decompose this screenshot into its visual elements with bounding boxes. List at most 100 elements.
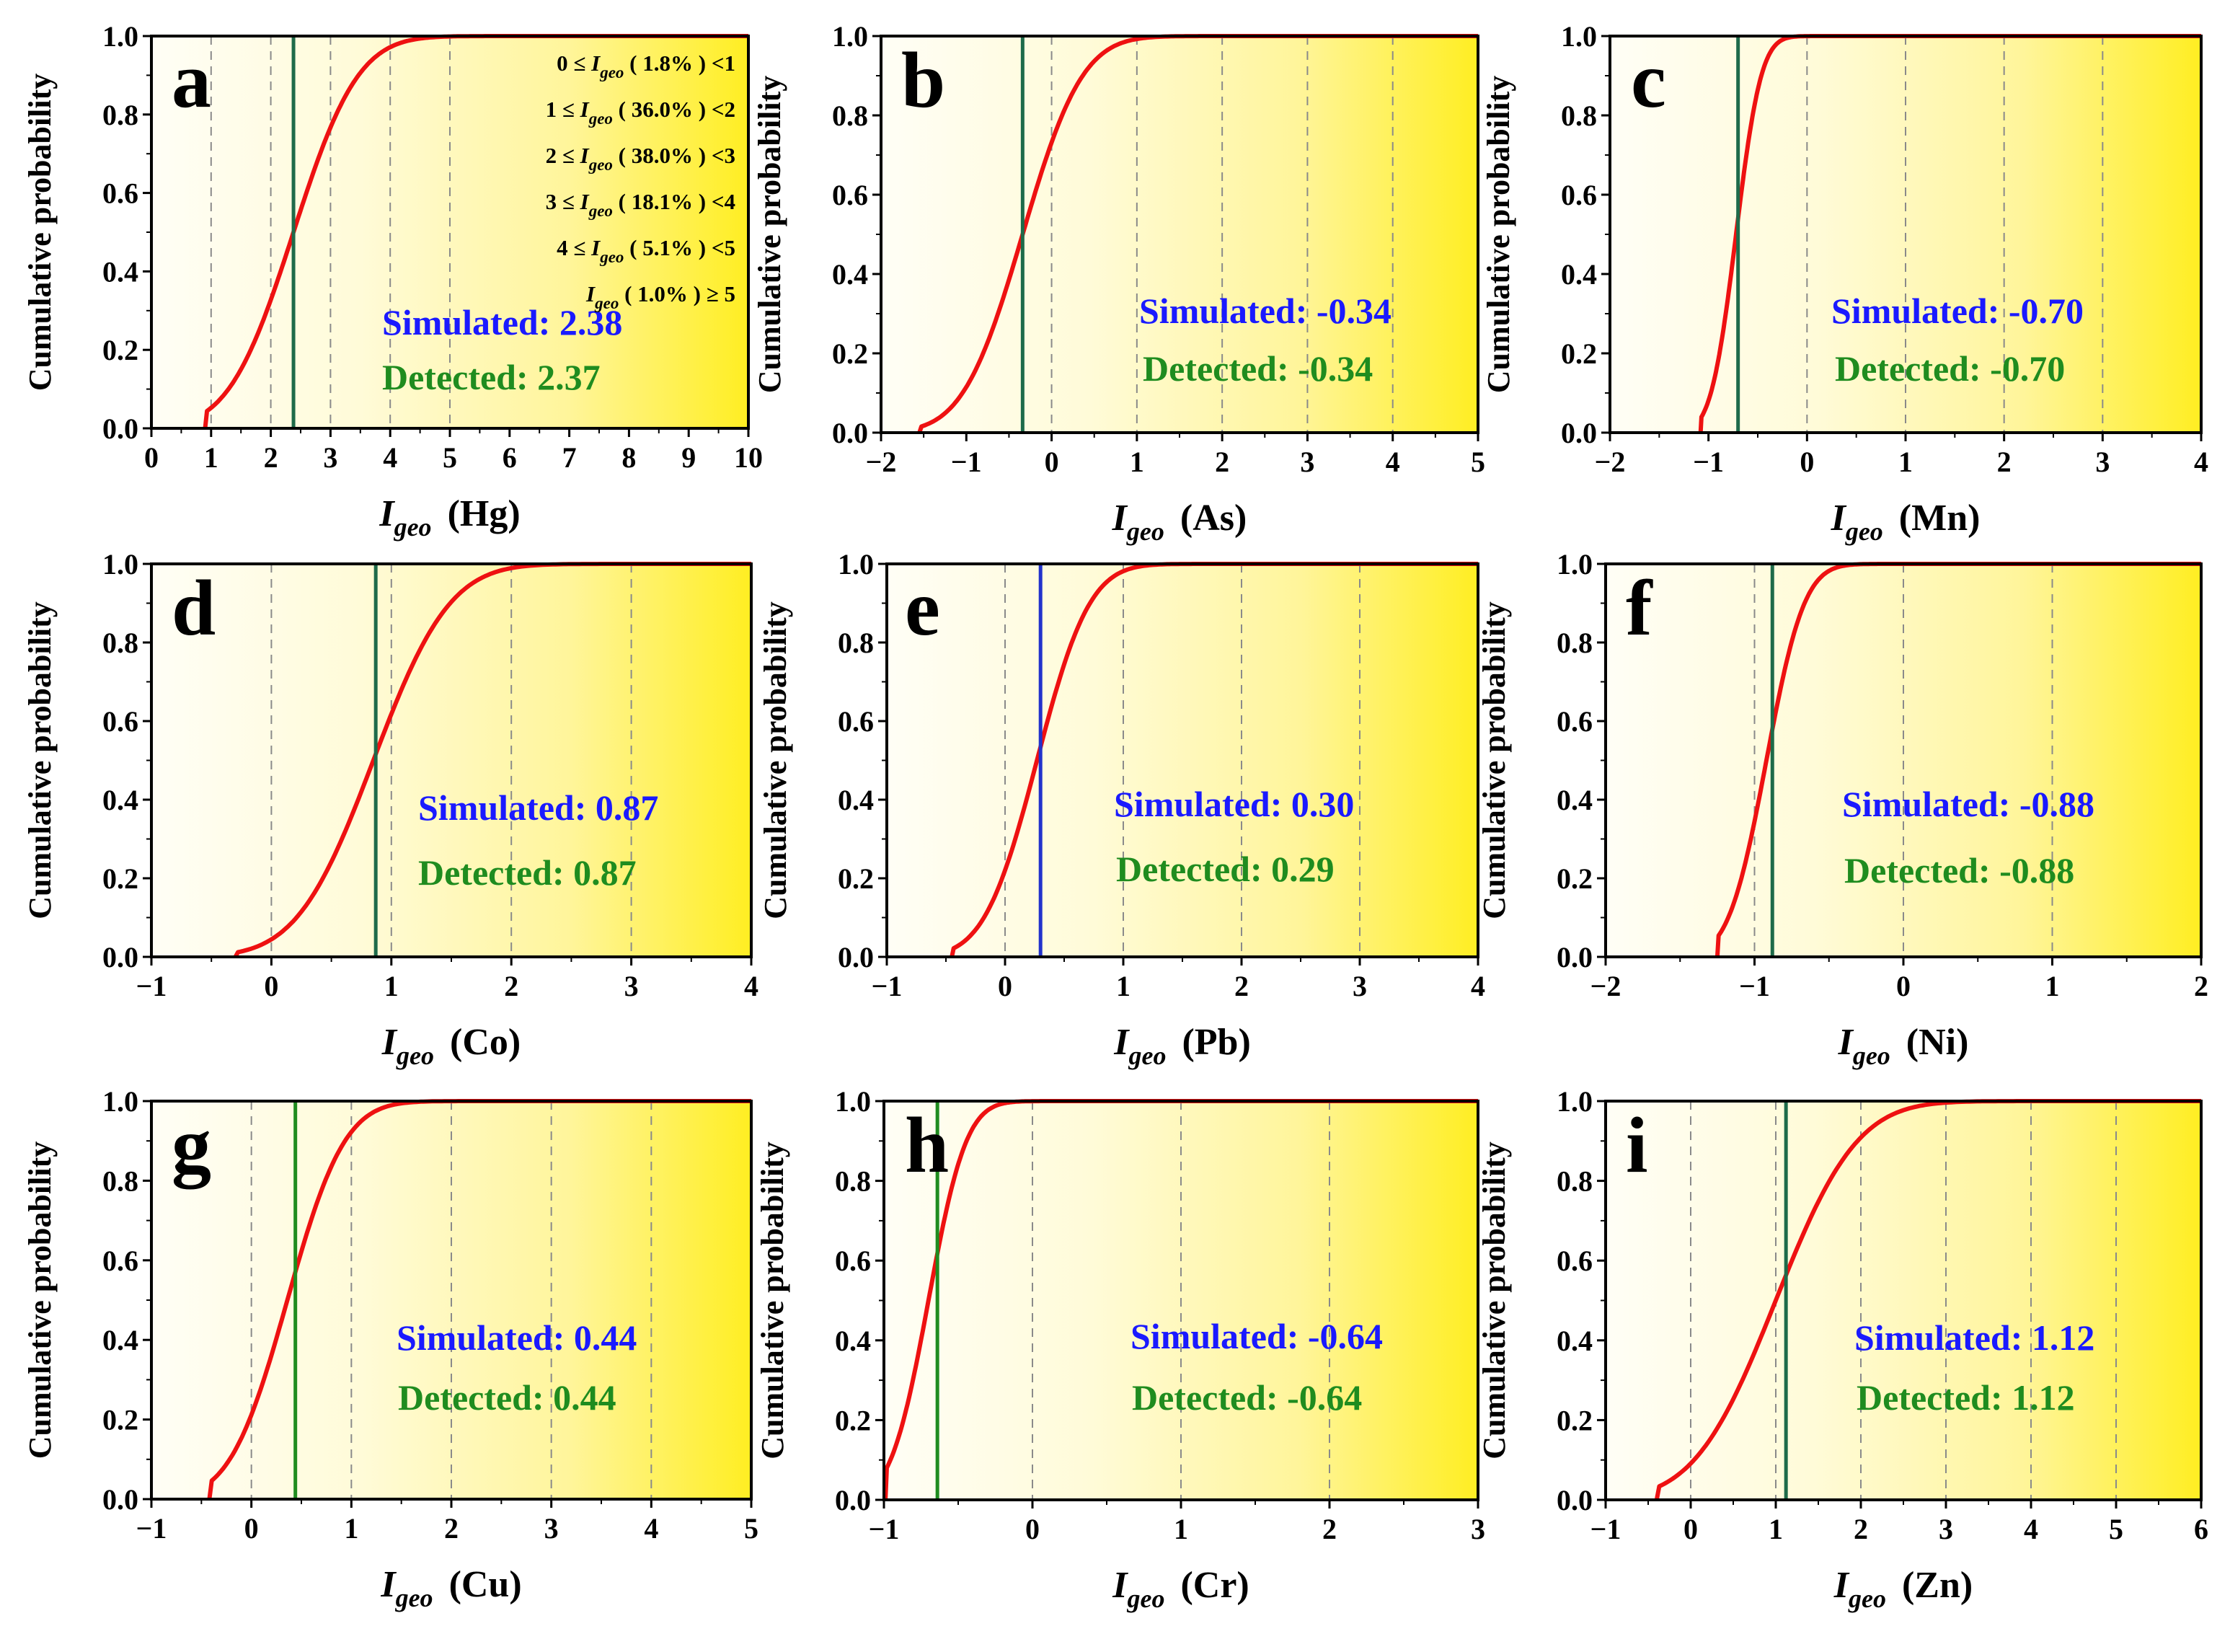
distribution-percent: ( 18.1% ) — [613, 189, 712, 214]
x-tick-label: 2 — [1234, 970, 1249, 1002]
x-tick-label: 0 — [144, 441, 159, 474]
distribution-upper-bound: <2 — [712, 97, 735, 122]
x-tick-label: −1 — [872, 970, 903, 1002]
panel-letter: b — [901, 36, 945, 124]
simulated-annotation: Simulated: 0.44 — [397, 1317, 637, 1358]
distribution-lower-bound: 1 ≤ — [546, 97, 580, 122]
y-tick-label: 0.6 — [102, 705, 138, 738]
y-tick-label: 0.4 — [102, 255, 138, 288]
x-tick-label: 1 — [1769, 1513, 1783, 1545]
y-tick-label: 0.8 — [838, 627, 874, 659]
y-axis-title: Cumulative probability — [752, 76, 787, 393]
panel-b: −2 −1 0 1 2 3 4 5 0.0 0.2 0.4 0.6 0.8 1.0 Cumulative p… — [752, 20, 1485, 546]
y-tick-label: 0.8 — [1557, 627, 1593, 659]
simulated-annotation: Simulated: -0.88 — [1842, 784, 2094, 824]
panel-letter: e — [905, 564, 940, 652]
x-axis-title: Igeo (Co) — [381, 1022, 521, 1070]
x-tick-label: 2 — [504, 970, 518, 1002]
distribution-percent: ( 36.0% ) — [613, 97, 712, 122]
detected-annotation: Detected: 0.87 — [418, 852, 637, 893]
y-tick-label: 0.2 — [1557, 1404, 1593, 1436]
distribution-subscript: geo — [588, 156, 613, 174]
x-tick-label: 0 — [1800, 446, 1814, 478]
x-tick-label: 0 — [244, 1512, 259, 1545]
x-tick-label: 6 — [2194, 1513, 2208, 1545]
panel-letter: c — [1631, 36, 1666, 124]
distribution-symbol: I — [590, 50, 601, 76]
x-tick-label: 3 — [624, 970, 639, 1002]
distribution-upper-bound: ≥ 5 — [707, 281, 735, 306]
x-tick-label: 0 — [998, 970, 1012, 1002]
x-axis-title-subscript: geo — [1127, 1584, 1165, 1613]
x-tick-label: 2 — [1215, 446, 1229, 478]
y-axis-title: Cumulative probability — [1477, 1141, 1512, 1459]
x-tick-label: 3 — [323, 441, 337, 474]
distribution-upper-bound: <3 — [712, 143, 735, 168]
plot-background — [887, 564, 1478, 957]
y-tick-label: 1.0 — [832, 20, 868, 53]
panel-letter: a — [172, 36, 211, 124]
x-axis-title-symbol: I — [1113, 1022, 1130, 1063]
simulated-annotation: Simulated: 2.38 — [382, 302, 622, 343]
x-tick-label: −1 — [951, 446, 982, 478]
distribution-symbol: I — [580, 97, 590, 122]
y-tick-label: 0.8 — [832, 100, 868, 132]
x-axis-title-subscript: geo — [1852, 1041, 1890, 1070]
x-tick-label: 3 — [544, 1512, 559, 1545]
y-axis-title: Cumulative probability — [22, 1141, 58, 1459]
distribution-lower-bound: 4 ≤ — [557, 235, 591, 260]
simulated-annotation: Simulated: 0.30 — [1114, 784, 1354, 824]
y-axis-title: Cumulative probability — [1477, 601, 1512, 919]
y-axis-title: Cumulative probability — [758, 601, 793, 919]
x-axis-title-symbol: I — [1838, 1022, 1854, 1063]
y-tick-label: 0.0 — [102, 941, 138, 973]
x-tick-label: −2 — [1590, 970, 1621, 1002]
distribution-lower-bound: 3 ≤ — [546, 189, 580, 214]
x-tick-label: 8 — [621, 441, 636, 474]
y-tick-label: 0.2 — [102, 1404, 138, 1436]
x-tick-label: 0 — [1045, 446, 1059, 478]
x-tick-label: 1 — [384, 970, 399, 1002]
x-tick-label: 6 — [503, 441, 517, 474]
x-tick-label: 0 — [264, 970, 278, 1002]
y-tick-label: 0.8 — [835, 1165, 871, 1198]
detected-annotation: Detected: -0.64 — [1132, 1377, 1362, 1418]
detected-annotation: Detected: -0.34 — [1143, 348, 1373, 389]
distribution-symbol: I — [580, 143, 590, 168]
y-tick-label: 0.8 — [1561, 100, 1597, 132]
distribution-percent: ( 38.0% ) — [613, 143, 712, 168]
x-axis-title: Igeo (Cu) — [380, 1564, 521, 1612]
simulated-annotation: Simulated: 1.12 — [1854, 1317, 2094, 1358]
x-tick-label: −2 — [1595, 446, 1626, 478]
y-tick-label: 0.8 — [102, 1165, 138, 1197]
distribution-percent: ( 1.0% ) — [619, 281, 706, 306]
x-axis-title-element: (Hg) — [448, 493, 521, 534]
panel-e: −1 0 1 2 3 4 0.0 0.2 0.4 0.6 0.8 1.0 Cumulative prob… — [758, 548, 1485, 1070]
panel-letter: i — [1626, 1101, 1648, 1189]
x-tick-label: 4 — [744, 970, 758, 1002]
detected-annotation: Detected: -0.70 — [1835, 348, 2065, 389]
x-tick-label: 2 — [264, 441, 278, 474]
y-axis-title: Cumulative probability — [22, 74, 58, 391]
simulated-annotation: Simulated: -0.64 — [1131, 1316, 1383, 1356]
y-tick-label: 0.4 — [1561, 258, 1597, 291]
x-axis-title-element: (Cu) — [449, 1564, 522, 1605]
y-tick-label: 0.0 — [102, 412, 138, 445]
x-axis-title: Igeo (Ni) — [1838, 1022, 1969, 1070]
x-tick-label: 5 — [1471, 446, 1485, 478]
x-axis-title: Igeo (Mn) — [1831, 498, 1981, 546]
y-axis-title: Cumulative probability — [755, 1141, 790, 1459]
x-tick-label: −1 — [136, 970, 167, 1002]
x-tick-label: 3 — [1353, 970, 1367, 1002]
y-tick-label: 0.4 — [1557, 1325, 1593, 1357]
x-tick-label: 4 — [1386, 446, 1400, 478]
x-tick-label: 4 — [383, 441, 397, 474]
distribution-symbol: I — [580, 189, 590, 214]
simulated-annotation: Simulated: 0.87 — [418, 787, 658, 828]
x-axis-title-subscript: geo — [395, 1583, 433, 1612]
y-tick-label: 0.4 — [835, 1325, 871, 1357]
detected-annotation: Detected: 2.37 — [382, 357, 601, 397]
distribution-subscript: geo — [599, 63, 624, 81]
y-tick-label: 1.0 — [1561, 20, 1597, 53]
x-axis-title-element: (Cr) — [1180, 1565, 1249, 1606]
